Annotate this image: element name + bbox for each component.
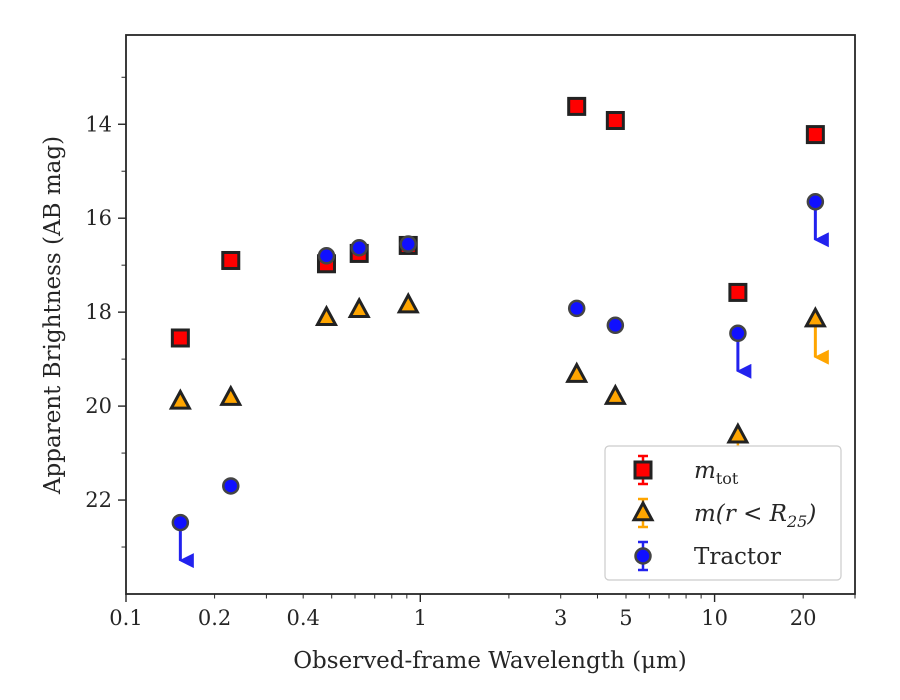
data-point: [317, 247, 336, 265]
data-point: [170, 328, 190, 348]
x-tick-label: 10: [701, 606, 728, 630]
legend-marker: [633, 460, 653, 480]
data-point: [314, 304, 339, 327]
y-tick-label: 14: [85, 112, 112, 136]
y-axis-ticks: 14 16 18 20 22: [85, 76, 126, 548]
legend-marker: [634, 547, 652, 565]
legend-frame: [604, 445, 842, 581]
data-point: [605, 110, 625, 130]
series-circle: [171, 193, 825, 532]
legend-label: Tractor: [694, 544, 781, 570]
data-point: [347, 296, 371, 319]
legend: mtot m(r < R25) Tractor: [604, 445, 842, 581]
data-point: [221, 250, 241, 270]
data-point: [219, 384, 243, 406]
data-point: [805, 125, 825, 145]
x-tick-label: 5: [619, 606, 632, 630]
x-tick-label: 0.2: [198, 606, 231, 630]
x-tick-label: 20: [790, 606, 817, 630]
data-point: [729, 324, 747, 343]
x-tick-label: 1: [414, 606, 427, 630]
x-axis-title: Observed-frame Wavelength (μm): [293, 648, 687, 674]
y-tick-label: 16: [85, 206, 112, 230]
legend-marker: [631, 499, 655, 522]
data-point: [567, 96, 587, 116]
data-markers: [168, 96, 827, 532]
y-tick-label: 20: [85, 394, 112, 418]
x-tick-label: 0.1: [109, 606, 142, 630]
data-point: [606, 316, 625, 335]
legend-label: mtot: [694, 458, 739, 488]
y-axis-title: Apparent Brightness (AB mag): [40, 136, 66, 495]
data-point: [567, 299, 586, 318]
data-point: [171, 513, 190, 532]
data-point: [806, 193, 825, 211]
data-point: [726, 422, 750, 444]
data-point: [168, 388, 192, 410]
data-point: [803, 306, 827, 328]
x-tick-label: 3: [554, 606, 567, 630]
x-tick-label: 0.4: [286, 606, 319, 630]
x-axis-ticks: 0.1 0.2 0.4 1 3 5 10 20: [109, 594, 856, 630]
data-point: [565, 361, 589, 383]
data-point: [728, 282, 748, 302]
data-point: [396, 292, 420, 314]
series-triangle: [168, 292, 827, 444]
data-point: [399, 235, 417, 253]
data-point: [350, 239, 368, 257]
legend-label: m(r < R25): [694, 501, 816, 531]
y-tick-label: 18: [85, 300, 112, 324]
y-tick-label: 22: [85, 488, 112, 512]
data-point: [603, 383, 627, 405]
data-point: [222, 477, 240, 495]
